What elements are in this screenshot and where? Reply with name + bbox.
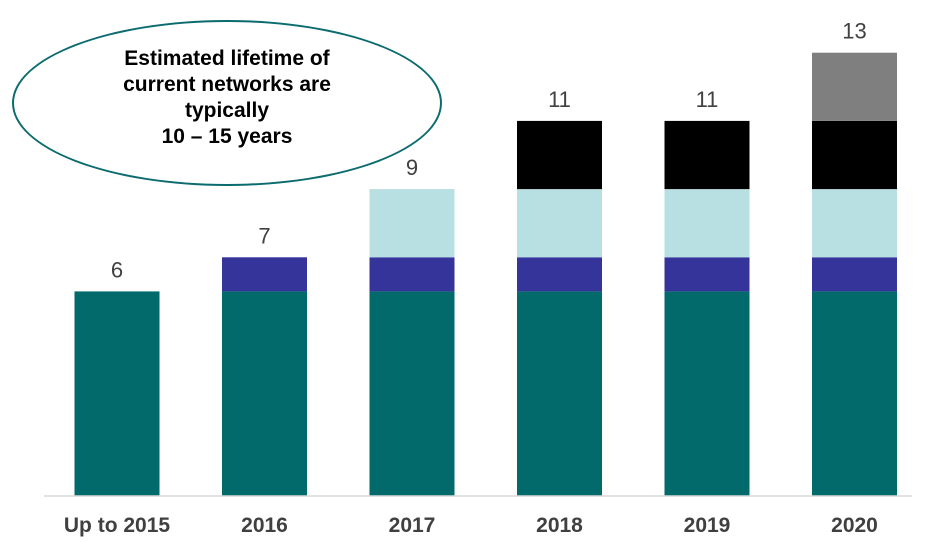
lifetime-callout-ellipse: Estimated lifetime of current networks a… (12, 20, 442, 186)
bar-segment-5-4 (812, 52, 897, 121)
bar-segment-1-0 (222, 291, 307, 496)
total-label: 7 (258, 223, 270, 248)
bar-segment-5-2 (812, 189, 897, 258)
total-labels-group: 6 7 9 11 11 13 (111, 19, 867, 283)
x-tick-labels-group: Up to 2015 2016 2017 2018 2019 2020 (64, 514, 878, 537)
total-label: 9 (406, 155, 418, 180)
bar-segment-2-1 (369, 257, 455, 292)
bar-segment-3-3 (517, 120, 602, 190)
x-tick-label: 2020 (831, 514, 878, 537)
bar-segment-4-0 (664, 291, 750, 496)
bar-segment-3-1 (517, 257, 602, 292)
total-label: 11 (548, 87, 571, 112)
total-label: 11 (696, 87, 719, 112)
bar-segment-4-2 (664, 189, 750, 258)
bar-segment-5-3 (812, 120, 897, 190)
bars-group (74, 52, 897, 496)
total-label: 6 (111, 257, 123, 282)
bar-segment-1-1 (222, 257, 307, 292)
bar-segment-3-0 (517, 291, 602, 496)
bar-segment-5-0 (812, 291, 897, 496)
x-tick-label: 2019 (684, 514, 731, 537)
bar-segment-3-2 (517, 189, 602, 258)
bar-segment-4-3 (664, 120, 750, 190)
x-tick-label: 2017 (389, 514, 436, 537)
x-tick-label: 2016 (241, 514, 288, 537)
bar-segment-0-0 (74, 291, 160, 496)
bar-segment-2-2 (369, 189, 455, 258)
bar-segment-2-0 (369, 291, 455, 496)
lifetime-callout-text: Estimated lifetime of current networks a… (123, 47, 331, 148)
x-tick-label: Up to 2015 (64, 514, 171, 537)
x-tick-label: 2018 (536, 514, 583, 537)
bar-segment-5-1 (812, 257, 897, 292)
bar-segment-4-1 (664, 257, 750, 292)
total-label: 13 (842, 19, 866, 44)
